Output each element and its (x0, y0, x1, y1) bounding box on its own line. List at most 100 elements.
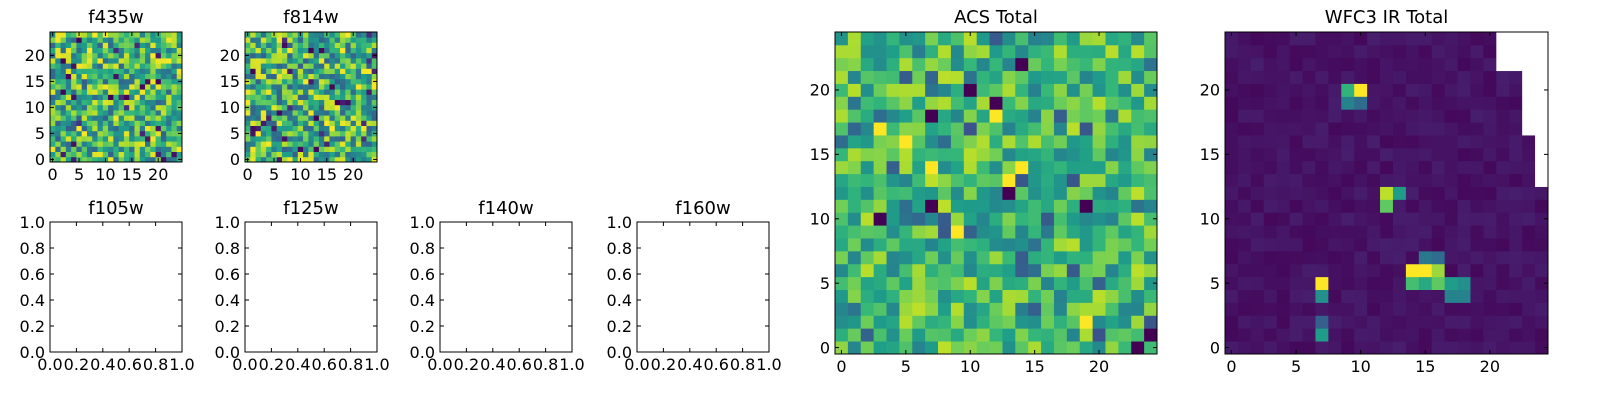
heatmap-cell (171, 32, 178, 38)
heatmap-cell (1380, 122, 1394, 136)
heatmap-cell (129, 42, 135, 48)
heatmap-cell (1263, 83, 1278, 97)
heatmap-cell (271, 136, 278, 142)
heatmap-cell (938, 328, 952, 342)
heatmap-cell (1079, 341, 1093, 355)
heatmap-cell (1470, 263, 1484, 278)
heatmap-cell (350, 136, 357, 142)
heatmap-cell (129, 94, 135, 100)
heatmap-cell (71, 32, 77, 38)
x-tick-label: 0.6 (116, 355, 141, 374)
heatmap-cell (1509, 109, 1523, 123)
heatmap-cell (86, 37, 93, 43)
heatmap-cell (1250, 186, 1265, 200)
heatmap-cell (318, 156, 325, 163)
heatmap-cell (97, 84, 104, 90)
heatmap-cell (1509, 83, 1523, 97)
heatmap-cell (1302, 70, 1316, 84)
heatmap-cell (1341, 250, 1355, 265)
y-tick-label: 1.0 (607, 213, 632, 232)
heatmap-cell (1470, 135, 1484, 149)
heatmap-cell (60, 42, 67, 48)
heatmap-cell (1483, 341, 1497, 355)
heatmap-cell (1380, 160, 1394, 175)
heatmap-cell (260, 99, 267, 106)
heatmap-cell (129, 125, 135, 132)
heatmap-cell (1444, 44, 1458, 59)
heatmap-cell (292, 78, 299, 85)
heatmap-cell (250, 78, 256, 85)
y-tick-label: 15 (25, 72, 45, 91)
heatmap-cell (155, 42, 162, 48)
heatmap-cell (92, 99, 98, 106)
heatmap-cell (350, 73, 357, 80)
heatmap-cell (281, 115, 288, 121)
heatmap-cell (97, 146, 104, 152)
heatmap-cell (271, 110, 278, 116)
heatmap-cell (176, 42, 183, 48)
heatmap-cell (873, 212, 887, 226)
heatmap-cell (97, 104, 104, 111)
heatmap-cell (1418, 212, 1433, 226)
heatmap-cell (50, 73, 56, 80)
heatmap-cell (345, 120, 351, 126)
heatmap-cell (1092, 225, 1106, 239)
heatmap-cell (50, 110, 56, 116)
heatmap-cell (76, 104, 83, 111)
heatmap-cell (1315, 57, 1329, 72)
heatmap-cell (160, 99, 167, 106)
heatmap-cell (281, 52, 288, 59)
heatmap-cell (155, 104, 162, 111)
heatmap-cell (1354, 83, 1368, 97)
heatmap-cell (50, 141, 56, 147)
heatmap-cell (340, 120, 346, 126)
heatmap-cell (345, 73, 351, 80)
heatmap-cell (250, 115, 256, 121)
heatmap-cell (355, 136, 362, 142)
heatmap-cell (71, 73, 77, 80)
heatmap-cell (65, 120, 72, 126)
heatmap-cell (71, 141, 77, 147)
heatmap-cell (1289, 32, 1303, 46)
heatmap-cell (308, 42, 315, 48)
heatmap-cell (139, 63, 146, 69)
heatmap-cell (81, 104, 88, 111)
heatmap-cell (276, 47, 283, 54)
heatmap-cell (938, 57, 952, 72)
heatmap-cell (271, 130, 278, 137)
heatmap-cell (899, 173, 913, 187)
heatmap-cell (899, 199, 913, 213)
heatmap-cell (281, 120, 288, 126)
heatmap-cell (92, 125, 98, 132)
heatmap-cell (938, 212, 952, 226)
heatmap-cell (1354, 122, 1368, 136)
heatmap-cell (886, 289, 900, 303)
heatmap-cell (1509, 160, 1523, 175)
heatmap-cell (1431, 238, 1446, 252)
heatmap-cell (250, 125, 256, 132)
heatmap-cell (308, 52, 315, 59)
heatmap-cell (1470, 289, 1484, 303)
heatmap-cell (329, 104, 336, 111)
heatmap-cell (350, 141, 357, 147)
heatmap-cell (139, 110, 146, 116)
heatmap-cell (938, 147, 952, 162)
heatmap-cell (113, 52, 120, 59)
heatmap-cell (1015, 122, 1029, 136)
y-tick-label: 5 (820, 274, 830, 293)
heatmap-cell (963, 212, 978, 226)
heatmap-cell (1431, 70, 1446, 84)
heatmap-cell (1079, 109, 1093, 123)
heatmap-cell (255, 89, 262, 95)
heatmap-cell (123, 89, 130, 95)
heatmap-cell (1041, 109, 1055, 123)
heatmap-cell (1028, 70, 1042, 84)
heatmap-cell (166, 47, 172, 54)
heatmap-cell (1028, 199, 1042, 213)
heatmap-cell (271, 52, 278, 59)
heatmap-cell (1315, 263, 1329, 278)
heatmap-cell (297, 141, 304, 147)
heatmap-cell (1015, 135, 1029, 149)
heatmap-cell (1315, 32, 1329, 46)
heatmap-cell (50, 89, 56, 95)
